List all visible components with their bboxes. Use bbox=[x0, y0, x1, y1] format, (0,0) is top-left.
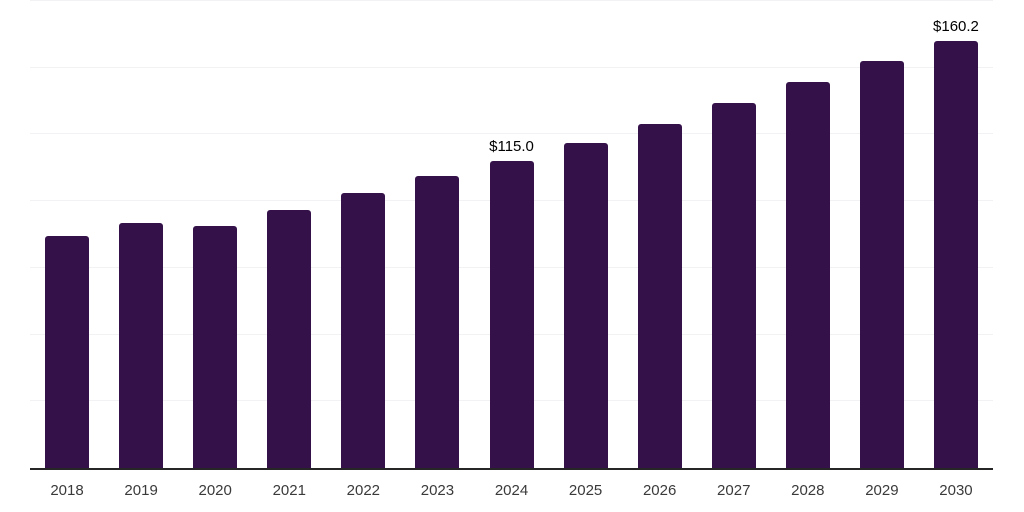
bar-2028 bbox=[785, 82, 830, 468]
bars-row: $115.0 $160.2 bbox=[30, 1, 993, 468]
bar-2029 bbox=[859, 61, 904, 468]
x-tick-label-2019: 2019 bbox=[124, 482, 158, 499]
bar-2021 bbox=[267, 209, 312, 468]
bar-2024 bbox=[489, 161, 534, 468]
bar-2019 bbox=[119, 222, 164, 468]
bar-2022 bbox=[341, 193, 386, 468]
x-axis-labels: 2018 2019 2020 2021 2022 2023 2024 2025 2026 2027… bbox=[30, 482, 993, 500]
x-tick-label-2023: 2023 bbox=[420, 482, 455, 499]
bar-2026 bbox=[637, 123, 682, 468]
plot-area: $115.0 $160.2 bbox=[30, 0, 993, 470]
x-tick-label-2028: 2028 bbox=[791, 482, 825, 499]
x-tick-label-2020: 2020 bbox=[198, 482, 232, 499]
x-tick-label-2027: 2027 bbox=[717, 482, 751, 499]
bar-cell-2023 bbox=[400, 1, 474, 468]
x-tick-label-2018: 2018 bbox=[50, 482, 84, 499]
bar-cell-2027 bbox=[697, 1, 771, 468]
bar-cell-2022 bbox=[326, 1, 400, 468]
bar-2027 bbox=[711, 103, 756, 468]
x-tick-label-2022: 2022 bbox=[346, 482, 381, 499]
x-tick-label-2024: 2024 bbox=[494, 482, 529, 499]
x-tick-label-2029: 2029 bbox=[865, 482, 899, 499]
x-tick-label-2021: 2021 bbox=[272, 482, 306, 499]
bar-cell-2026 bbox=[623, 1, 697, 468]
x-tick-label-2025: 2025 bbox=[568, 482, 603, 499]
bar-2025 bbox=[563, 142, 608, 468]
bar-cell-2028 bbox=[771, 1, 845, 468]
bar-cell-2019 bbox=[104, 1, 178, 468]
bar-cell-2021 bbox=[252, 1, 326, 468]
x-tick-label-2030: 2030 bbox=[939, 482, 973, 499]
bar-cell-2024: $115.0 bbox=[474, 1, 548, 468]
bar-cell-2020 bbox=[178, 1, 252, 468]
gridline bbox=[30, 0, 993, 1]
bar-cell-2018 bbox=[30, 1, 104, 468]
bar-2020 bbox=[193, 225, 238, 468]
bar-value-label-2024: $115.0 bbox=[489, 138, 534, 156]
gridline bbox=[30, 66, 993, 68]
bar-cell-2030: $160.2 bbox=[919, 1, 993, 468]
bar-2030 bbox=[933, 40, 978, 468]
bar-cell-2029 bbox=[845, 1, 919, 468]
bar-cell-2025 bbox=[549, 1, 623, 468]
bar-value-label-2030: $160.2 bbox=[933, 17, 979, 35]
bar-2023 bbox=[415, 176, 460, 468]
gridline bbox=[30, 133, 993, 135]
bar-2018 bbox=[45, 236, 90, 468]
x-tick-label-2026: 2026 bbox=[642, 482, 677, 499]
